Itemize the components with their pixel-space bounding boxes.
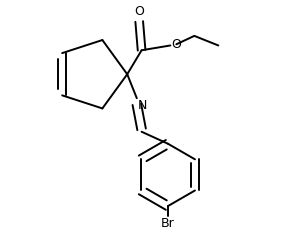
Text: N: N [138, 99, 147, 112]
Text: Br: Br [161, 217, 175, 230]
Text: O: O [172, 38, 181, 51]
Text: O: O [134, 5, 144, 18]
